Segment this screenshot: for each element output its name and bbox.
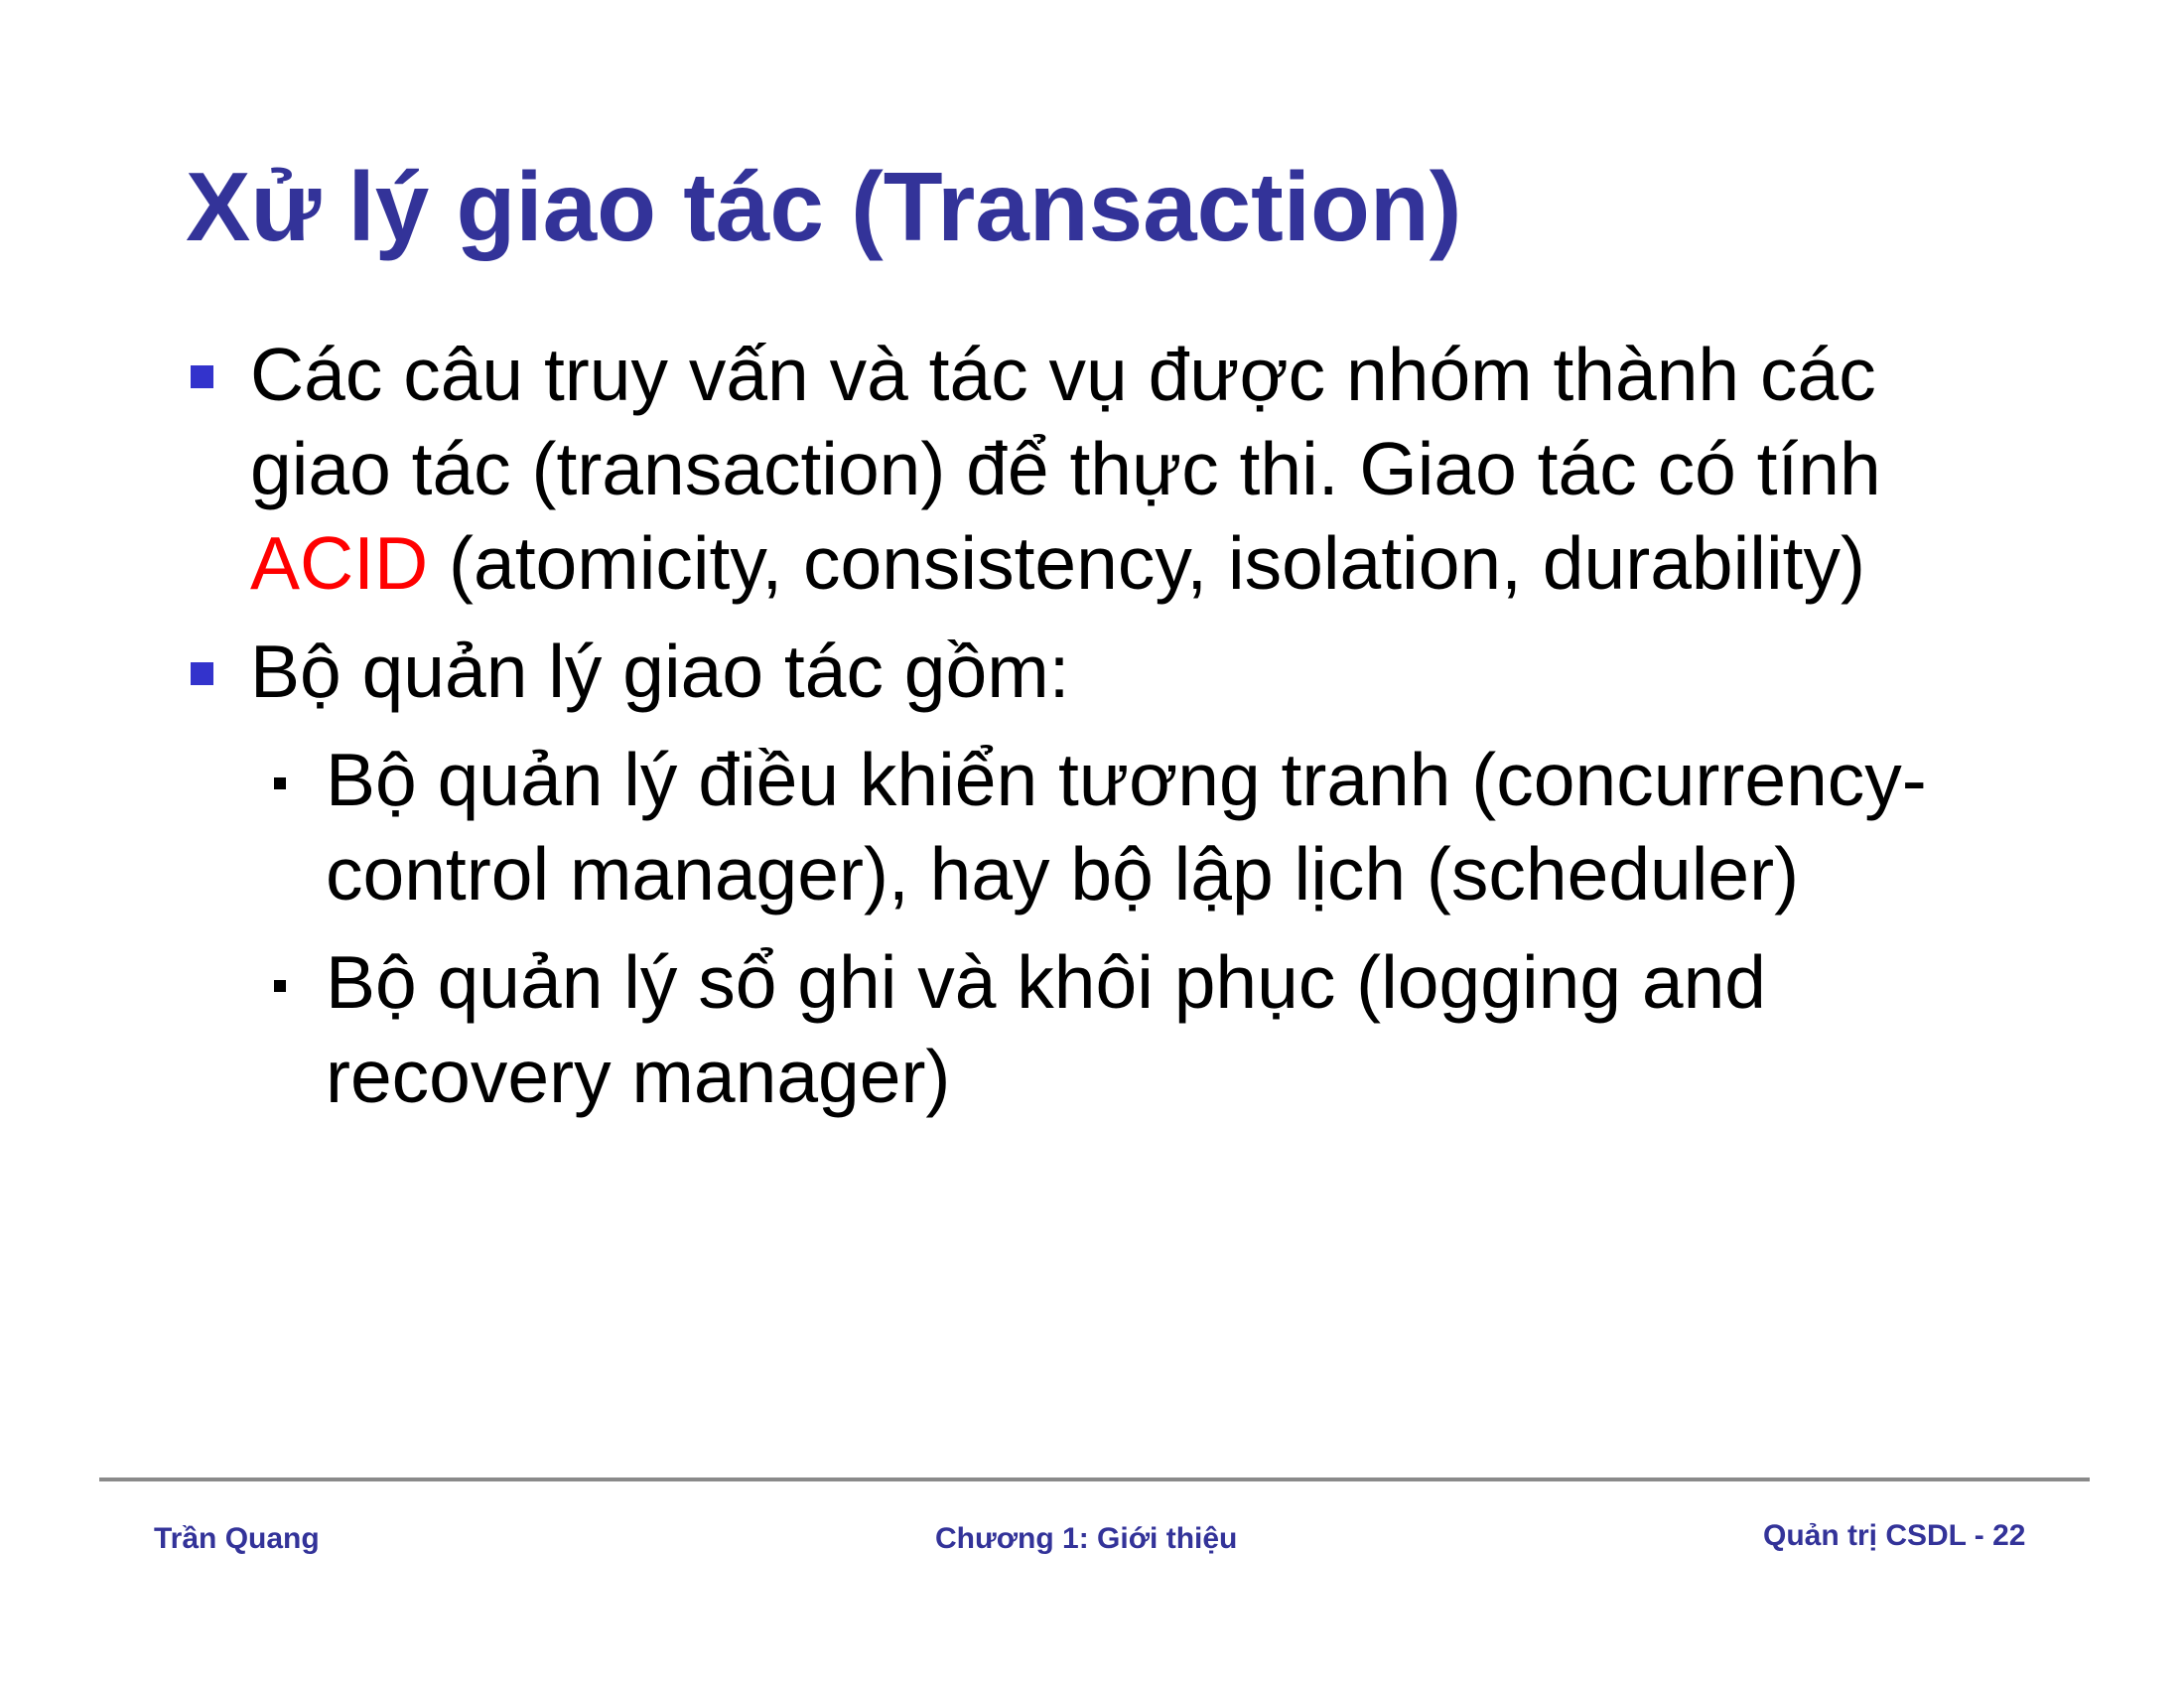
slide-title: Xử lý giao tác (Transaction)	[186, 152, 1462, 261]
bullet-item: Bộ quản lý giao tác gồm:	[191, 625, 2017, 719]
square-bullet-icon	[191, 662, 213, 685]
footer-divider	[99, 1477, 2090, 1481]
slide-body: Các câu truy vấn và tác vụ được nhóm thà…	[0, 328, 2184, 1138]
footer-chapter: Chương 1: Giới thiệu	[935, 1522, 1238, 1555]
sub-bullet-item: Bộ quản lý điều khiển tương tranh (concu…	[274, 733, 2033, 921]
acid-highlight: ACID	[250, 521, 429, 605]
bullet-text: Các câu truy vấn và tác vụ được nhóm thà…	[250, 333, 1881, 510]
bullet-item: Các câu truy vấn và tác vụ được nhóm thà…	[191, 328, 2017, 611]
bullet-text: Bộ quản lý giao tác gồm:	[250, 630, 1070, 713]
bullet-text-tail: (atomicity, consistency, isolation, dura…	[428, 521, 1865, 605]
sub-bullet-item: Bộ quản lý sổ ghi và khôi phục (logging …	[274, 935, 2033, 1124]
footer-page-number: Quản trị CSDL - 22	[1763, 1519, 2026, 1552]
footer-author: Trần Quang	[154, 1522, 320, 1555]
small-square-bullet-icon	[274, 777, 286, 789]
sub-bullet-text: Bộ quản lý điều khiển tương tranh (concu…	[326, 738, 1927, 915]
small-square-bullet-icon	[274, 980, 286, 992]
square-bullet-icon	[191, 365, 213, 388]
sub-bullet-text: Bộ quản lý sổ ghi và khôi phục (logging …	[326, 940, 1767, 1118]
